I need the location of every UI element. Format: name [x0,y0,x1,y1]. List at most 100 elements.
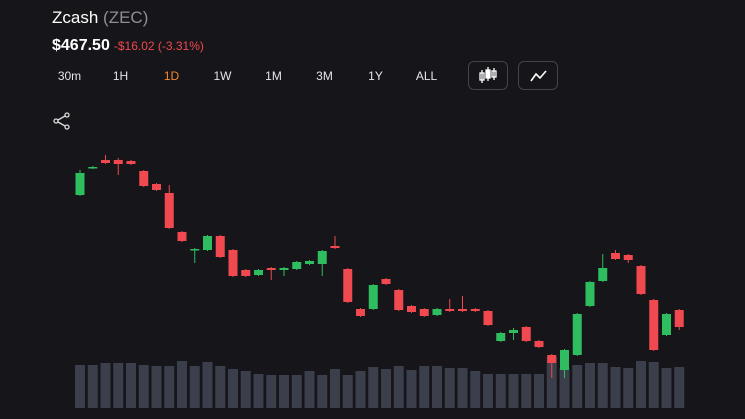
volume-bar [164,366,175,408]
volume-bar [151,366,162,408]
candle-body [662,314,671,335]
timeframe-tab[interactable]: 3M [316,69,333,83]
timeframe-tab[interactable]: ALL [415,69,438,83]
volume-bar [75,365,85,408]
volume-bar [381,369,391,408]
candle-body [152,184,161,190]
volume-bar [572,365,583,408]
candle-body [623,255,633,260]
candle-body [470,309,480,311]
timeframe-tab[interactable]: 1Y [368,69,383,83]
volume-bar [342,375,353,408]
candle-body [279,268,289,270]
candle-body [521,327,531,341]
volume-bar [189,366,200,408]
candle-body [113,160,123,164]
volume-bar [266,375,277,408]
volume-bar [406,370,417,408]
candle-body [305,261,314,264]
volume-bar [432,366,442,408]
candle-body [674,310,684,327]
candle-body [190,249,200,251]
candle-body [572,314,582,355]
candle-body [203,236,212,250]
candle-chart-button[interactable] [468,61,508,90]
volume-bar [317,375,328,408]
candle-body [241,270,251,276]
coin-title: Zcash (ZEC) [52,8,148,28]
volume-bar [279,375,289,408]
candle-body [407,306,416,312]
line-chart-button[interactable] [518,61,558,90]
candle-body [177,232,187,241]
timeframe-tab[interactable]: 1D [163,69,180,83]
coin-ticker: (ZEC) [103,8,149,27]
candle-body [381,279,391,284]
candle-body [330,246,340,248]
candle-body [432,309,442,315]
candle-body [445,309,455,311]
volume-bar [304,371,315,408]
candle-body [585,282,595,306]
candle-body [343,269,353,302]
timeframe-tab[interactable]: 30m [57,69,82,83]
volume-bar [330,369,340,408]
timeframe-tab[interactable]: 1H [112,69,129,83]
coin-name: Zcash [52,8,99,27]
candle-body [547,355,557,363]
volume-bar [419,366,430,408]
candle-body [560,350,569,370]
candle-body [254,270,263,275]
candle-body [292,262,302,269]
volume-bar [100,363,111,408]
candle-body [598,268,608,281]
candle-body [266,268,276,270]
timeframe-tab[interactable]: 1M [265,69,282,83]
candle-body [509,330,518,333]
candle-body [164,193,174,228]
timeframe-bar: 30m 1H 1D 1W 1M 3M 1Y ALL [44,62,452,90]
volume-bar [202,362,213,408]
volume-bar [291,375,302,408]
volume-bar [240,371,251,408]
candle-body [649,300,659,350]
volume-bar [483,374,493,408]
volume-bar [521,374,532,408]
volume-bar [126,363,136,408]
timeframe-tab[interactable]: 1W [213,69,232,83]
candle-body [215,236,225,257]
candle-body [458,309,467,311]
line-icon [530,70,547,82]
candle-body [228,250,238,276]
candle-body [126,161,136,164]
price-change: -$16.02 (-3.31%) [113,39,204,53]
candle-body [534,341,544,347]
candle-body [419,309,429,316]
volume-bar [661,368,672,408]
candle-body [636,266,646,294]
candle-body [611,253,620,259]
volume-bar [597,363,608,408]
candle-body [317,251,327,264]
candle-body [496,333,506,341]
candle-body [139,171,149,186]
volume-bar [457,368,468,408]
volume-bar [508,374,519,408]
volume-bar [228,369,238,408]
volume-bar [470,371,481,408]
volume-bar [648,362,659,408]
volume-bar [585,363,595,408]
volume-bar [623,368,634,408]
volume-bar [368,367,379,408]
volume-bar [355,371,366,408]
candle-body [368,285,378,309]
price: $467.50 [52,37,110,54]
volume-bar [559,368,570,408]
candle-body [101,160,110,163]
share-icon[interactable] [52,111,72,131]
volume-bar [87,365,98,408]
volume-bar [177,361,187,408]
volume-bar [534,374,544,408]
candle-body [394,290,404,310]
